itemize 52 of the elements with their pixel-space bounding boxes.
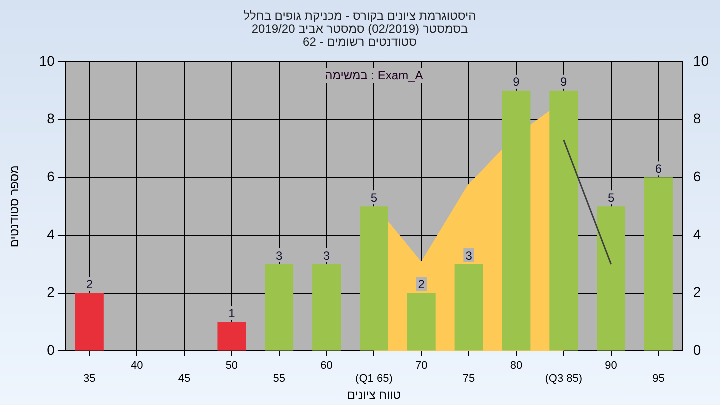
chart-title: היסטוגרמת ציונים בקורס - מכניקת גופים בחלל בסמסטר (02/2019) סמסטר אביב 2019/20 [242,9,478,36]
x-tick-label: 35 [84,373,96,386]
y-tick-label: 0 [47,342,56,358]
x-tick-label: 45 [178,373,191,386]
data-label: 3 [466,248,473,263]
bar [360,206,388,351]
data-label: 9 [513,75,520,90]
bar [597,206,626,351]
x-tick-label: 75 [462,373,476,386]
y2-tick-label: 2 [693,284,702,300]
x-tick-label: (Q1 65) [356,373,393,386]
x-tick-label: 80 [510,360,523,372]
y-axis-title: מספר סטודנטים [8,166,22,248]
y-tick-label: 2 [47,284,56,300]
y-tick-label: 8 [47,110,56,127]
x-tick-label: 55 [273,373,286,386]
bar [407,293,436,351]
data-label: 2 [86,278,94,292]
x-tick-label: (Q3 85) [545,373,583,386]
annotation: במשימה : Exam_A [325,68,424,82]
data-label: 5 [370,190,378,205]
data-label: 1 [228,306,236,321]
bar [218,322,246,351]
chart-subtitle: סטודנטים רשומים - 62 [302,35,417,49]
x-axis-title: טווח ציונים [347,388,402,402]
bar [454,264,484,351]
x-tick-label: 90 [605,360,618,372]
x-tick-label: 95 [652,373,665,386]
data-label: 2 [418,278,426,292]
data-label: 5 [608,190,615,205]
x-tick-label: 40 [130,360,144,372]
data-label: 3 [276,248,284,263]
bar [644,178,673,351]
bar [312,264,342,351]
y2-tick-label: 4 [693,226,702,242]
y2-tick-label: 6 [693,168,702,185]
bar [75,293,104,351]
y2-tick-label: 10 [693,52,710,69]
x-tick-label: 60 [320,360,333,372]
bar [265,264,294,351]
data-label: 3 [323,248,330,263]
x-tick-label: 50 [226,360,238,372]
x-tick-label: 70 [415,360,428,372]
data-label: 6 [655,162,662,176]
y-tick-label: 6 [47,168,56,185]
data-label: 9 [560,75,568,90]
y-tick-label: 10 [39,52,56,69]
bar [550,90,578,351]
y2-tick-label: 0 [693,342,702,358]
y2-tick-label: 8 [693,110,702,127]
bar [502,90,531,351]
y-tick-label: 4 [47,226,56,242]
